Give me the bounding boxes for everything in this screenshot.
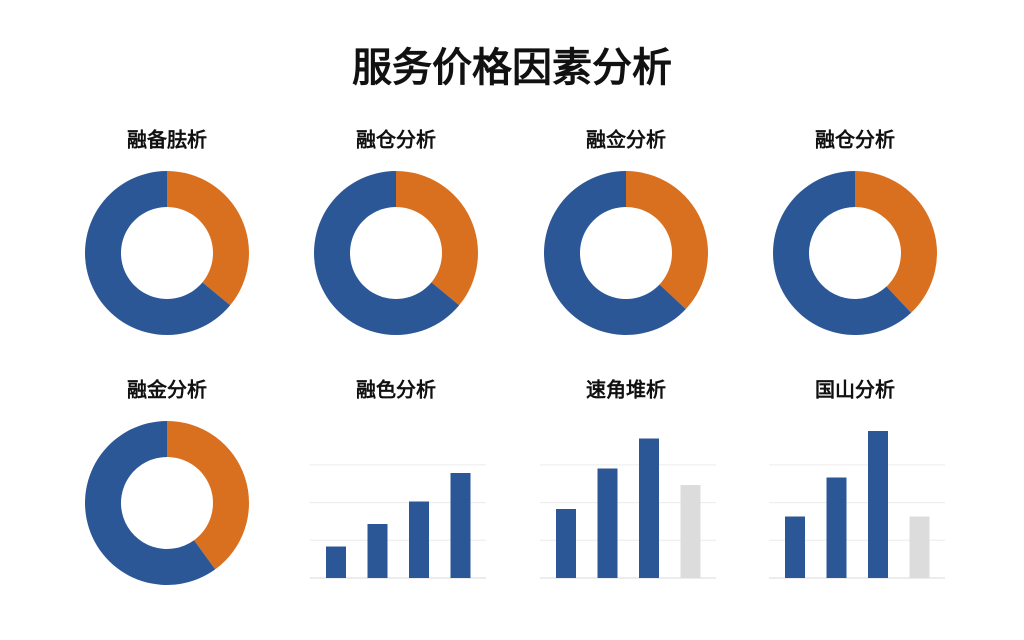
donut-segment xyxy=(626,171,708,310)
donut-segment xyxy=(396,171,478,306)
donut-segment xyxy=(314,171,460,335)
bar xyxy=(367,524,388,578)
donut-segment xyxy=(544,171,686,335)
chart-title: 融备胠析 xyxy=(127,128,207,152)
donut-segment xyxy=(855,171,937,313)
bar xyxy=(597,468,618,578)
donut-segment xyxy=(85,421,216,585)
chart-title: 融色分析 xyxy=(356,378,436,402)
bar xyxy=(785,516,805,578)
bar xyxy=(680,485,701,578)
bar xyxy=(556,509,576,578)
bar xyxy=(326,546,346,578)
page-title: 服务价格因素分析 xyxy=(352,45,672,91)
bar xyxy=(450,473,471,578)
chart-title: 融佥分析 xyxy=(586,128,666,152)
bar xyxy=(639,438,659,578)
chart-title: 融仓分析 xyxy=(356,128,436,152)
chart-title: 融金分析 xyxy=(127,378,207,402)
bar xyxy=(868,431,888,578)
bar xyxy=(826,477,847,578)
chart-title: 融仓分析 xyxy=(815,128,895,152)
donut-segment xyxy=(167,421,250,570)
chart-title: 速角堆析 xyxy=(586,378,666,402)
donut-segment xyxy=(85,171,231,335)
donut-segment xyxy=(773,171,912,335)
bar xyxy=(909,516,930,578)
chart-title: 国山分析 xyxy=(815,378,895,402)
donut-segment xyxy=(167,171,249,306)
bar xyxy=(409,501,429,578)
